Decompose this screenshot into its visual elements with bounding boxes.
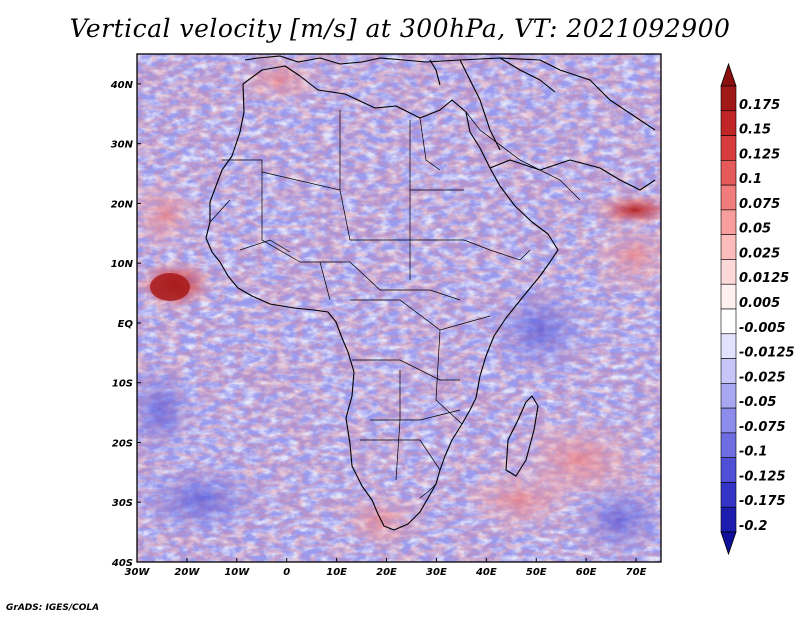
colorbar-label: -0.075 <box>739 420 786 435</box>
plot-frame <box>136 53 662 563</box>
colorbar-segment <box>720 135 737 161</box>
colorbar-segment <box>720 308 737 335</box>
colorbar-segment <box>720 184 737 211</box>
lat-tick-label: 10N <box>111 259 134 270</box>
colorbar-label: -0.05 <box>739 395 776 410</box>
colorbar-label: -0.175 <box>739 494 786 509</box>
lon-tick-label: 10W <box>224 567 250 578</box>
colorbar-segment <box>720 333 737 359</box>
lon-tick-label: 20E <box>376 567 397 578</box>
colorbar-label: -0.0125 <box>739 346 795 361</box>
grads-credit: GrADS: IGES/COLA <box>6 603 100 613</box>
lat-tick-label: 40N <box>110 80 134 91</box>
colorbar-segment <box>720 432 737 458</box>
colorbar-label: -0.1 <box>739 445 767 460</box>
colorbar-segment <box>720 358 737 384</box>
colorbar-segment <box>720 110 737 136</box>
colorbar-label: 0.05 <box>739 222 771 237</box>
colorbar-over-arrow <box>720 62 737 87</box>
colorbar-segment <box>720 457 737 483</box>
colorbar-segment <box>720 506 737 533</box>
lon-tick-label: 10E <box>326 567 347 578</box>
colorbar-label: 0.005 <box>739 296 780 311</box>
lon-tick-label: 40E <box>475 567 497 578</box>
colorbar-segment <box>720 234 737 260</box>
coastlines <box>205 55 656 531</box>
colorbar-label: 0.1 <box>739 172 762 187</box>
colorbar-label: 0.15 <box>739 123 771 138</box>
colorbar-segment <box>720 209 737 235</box>
lat-tick-label: EQ <box>118 319 134 330</box>
colorbar-label: 0.075 <box>739 197 780 212</box>
colorbar-label: -0.2 <box>739 519 767 534</box>
longitude-ticks: 30W 20W 10W 0 10E 20E 30E 40E 50E 60E 70E <box>125 558 647 578</box>
colorbar-segment <box>720 283 737 310</box>
colorbar-segment <box>720 383 737 409</box>
colorbar-segment <box>720 259 737 285</box>
lon-tick-label: 50E <box>526 567 547 578</box>
colorbar-segment <box>720 160 737 186</box>
lat-tick-label: 10S <box>112 379 133 390</box>
colorbar-label: 0.125 <box>739 147 780 162</box>
lon-tick-label: 30E <box>426 567 447 578</box>
lat-tick-label: 20N <box>111 199 134 210</box>
colorbar-label: 0.0125 <box>739 271 789 286</box>
colorbar-segment <box>720 482 737 508</box>
lon-tick-label: 30W <box>125 567 151 578</box>
country-borders <box>209 110 581 499</box>
lat-tick-label: 40S <box>111 558 133 569</box>
lat-tick-label: 30S <box>112 498 133 509</box>
colorbar-segment <box>720 407 737 434</box>
colorbar-label: -0.025 <box>739 370 786 385</box>
colorbar-label: 0.175 <box>739 98 780 113</box>
colorbar-segment <box>720 85 737 112</box>
lon-tick-label: 70E <box>626 567 647 578</box>
colorbar-label: 0.025 <box>739 246 780 261</box>
lon-tick-label: 20W <box>174 567 200 578</box>
colorbar-under-arrow <box>720 531 737 556</box>
velocity-field <box>137 54 661 562</box>
colorbar: 0.175 0.15 0.125 0.1 0.075 0.05 0.025 0.0125 0.0… <box>720 62 795 556</box>
map-title: Vertical velocity [m/s] at 300hPa, VT: 2… <box>69 14 731 43</box>
colorbar-label: -0.125 <box>739 469 786 484</box>
lat-tick-label: 20S <box>112 438 133 449</box>
colorbar-label: -0.005 <box>739 321 786 336</box>
lon-tick-label: 0 <box>283 567 290 578</box>
lat-tick-label: 30N <box>111 140 134 151</box>
lon-tick-label: 60E <box>576 567 597 578</box>
latitude-ticks: 40N 30N 20N 10N EQ 10S 20S 30S 40S <box>110 80 141 569</box>
